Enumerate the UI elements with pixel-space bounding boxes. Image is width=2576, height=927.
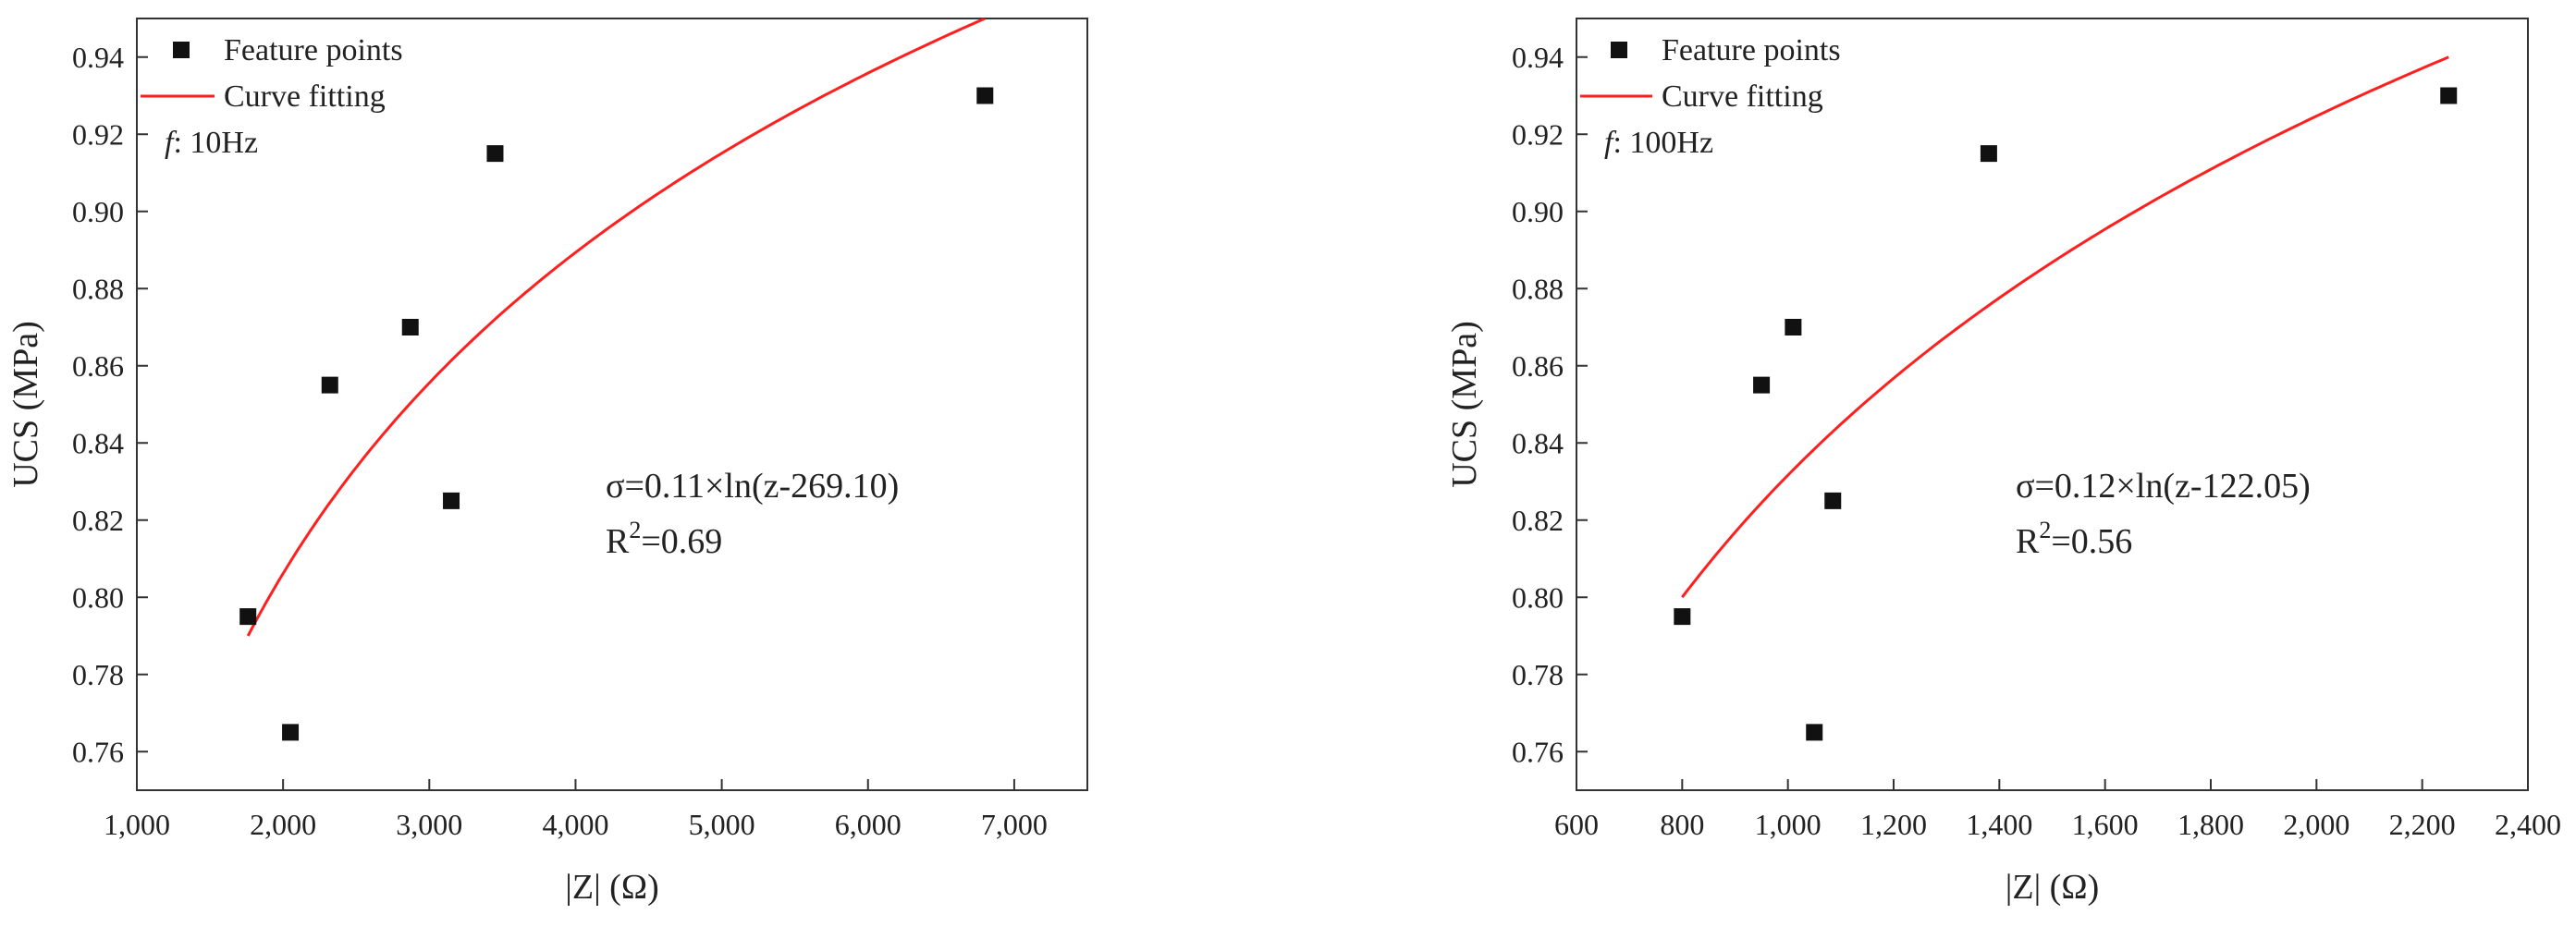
feature-point xyxy=(282,724,300,741)
frequency-value: : 10Hz xyxy=(173,126,258,160)
x-tick-label: 2,200 xyxy=(2389,808,2456,841)
y-tick-label: 0.92 xyxy=(72,117,124,151)
y-tick-label: 0.80 xyxy=(1512,580,1564,614)
x-tick-label: 6,000 xyxy=(835,808,902,841)
feature-point xyxy=(443,492,460,509)
plot-frame xyxy=(136,18,1088,791)
x-tick-label: 1,400 xyxy=(1966,808,2032,841)
y-tick-label: 0.94 xyxy=(1512,41,1564,74)
x-tick-label: 1,600 xyxy=(2072,808,2139,841)
legend-point-marker xyxy=(1611,42,1627,58)
x-tick-label: 2,000 xyxy=(2283,808,2349,841)
legend-points-label: Feature points xyxy=(224,33,403,67)
y-tick-label: 0.88 xyxy=(72,272,124,305)
legend-curve-label: Curve fitting xyxy=(1662,79,1823,114)
feature-point xyxy=(976,87,994,104)
frequency-label: f: 100Hz xyxy=(1604,126,1713,160)
x-tick-label: 2,400 xyxy=(2495,808,2561,841)
y-tick-label: 0.86 xyxy=(1512,349,1564,383)
x-tick-label: 2,000 xyxy=(250,808,316,841)
y-tick-label: 0.84 xyxy=(72,426,124,459)
fit-curve xyxy=(1681,55,2449,599)
x-axis-title: |Z| (Ω) xyxy=(565,868,658,907)
y-axis-title: UCS (MPa) xyxy=(6,321,45,488)
legend-curve-label: Curve fitting xyxy=(224,79,386,114)
y-tick-label: 0.94 xyxy=(72,41,124,74)
feature-point xyxy=(239,608,257,626)
x-axis-title: |Z| (Ω) xyxy=(2006,868,2099,907)
y-tick-label: 0.78 xyxy=(1512,658,1564,691)
fit-equation: σ=0.11×ln(z-269.10) xyxy=(606,467,899,506)
r-squared-value: =0.69 xyxy=(641,522,722,561)
y-tick-label: 0.80 xyxy=(72,580,124,614)
r-squared-sup: 2 xyxy=(2039,517,2051,543)
r-squared-base: R xyxy=(606,522,630,561)
x-tick-label: 1,200 xyxy=(1860,808,1927,841)
plot-frame xyxy=(1576,18,2529,791)
frequency-label: f: 10Hz xyxy=(165,126,258,160)
feature-point xyxy=(1753,376,1771,394)
y-tick-label: 0.90 xyxy=(1512,195,1564,228)
feature-point xyxy=(1806,724,1823,741)
fit-equation: σ=0.12×ln(z-122.05) xyxy=(2016,467,2311,506)
y-tick-label: 0.76 xyxy=(1512,735,1564,768)
x-tick-label: 600 xyxy=(1554,808,1599,841)
y-tick-label: 0.86 xyxy=(72,349,124,383)
x-tick-label: 5,000 xyxy=(689,808,755,841)
feature-point xyxy=(321,376,338,394)
x-tick-label: 1,000 xyxy=(1755,808,1822,841)
frequency-value: : 100Hz xyxy=(1613,126,1713,160)
x-tick-label: 1,000 xyxy=(104,808,170,841)
feature-point xyxy=(486,145,504,163)
feature-point xyxy=(1824,492,1842,509)
fit-curve xyxy=(246,18,986,637)
r-squared-base: R xyxy=(2016,522,2040,561)
legend-point-marker xyxy=(173,42,190,58)
x-tick-label: 4,000 xyxy=(542,808,608,841)
feature-point xyxy=(1980,145,1997,163)
y-tick-label: 0.78 xyxy=(72,658,124,691)
r-squared-sup: 2 xyxy=(629,517,641,543)
r-squared: R2=0.69 xyxy=(606,517,722,561)
y-tick-label: 0.90 xyxy=(72,195,124,228)
x-tick-label: 1,800 xyxy=(2177,808,2244,841)
x-tick-label: 800 xyxy=(1660,808,1704,841)
feature-point xyxy=(1674,608,1691,626)
panel-10hz: 1,000 2,000 3,000 4,000 5,000 6,000 7,000 0.76 0… xyxy=(6,18,1088,907)
panel-100hz: 600 800 1,000 1,200 1,400 1,600 1,800 2,000 2,20… xyxy=(1445,18,2561,907)
x-tick-label: 3,000 xyxy=(396,808,462,841)
y-tick-label: 0.82 xyxy=(72,504,124,537)
x-tick-label: 7,000 xyxy=(981,808,1048,841)
y-tick-label: 0.92 xyxy=(1512,117,1564,151)
y-tick-label: 0.88 xyxy=(1512,272,1564,305)
legend-points-label: Feature points xyxy=(1662,33,1841,67)
y-tick-label: 0.76 xyxy=(72,735,124,768)
y-tick-label: 0.82 xyxy=(1512,504,1564,537)
y-tick-label: 0.84 xyxy=(1512,426,1564,459)
feature-point xyxy=(401,319,419,335)
r-squared-value: =0.56 xyxy=(2051,522,2132,561)
feature-point xyxy=(2440,87,2458,104)
y-axis-title: UCS (MPa) xyxy=(1445,321,1484,488)
feature-point xyxy=(1785,319,1802,335)
r-squared: R2=0.56 xyxy=(2016,517,2132,561)
